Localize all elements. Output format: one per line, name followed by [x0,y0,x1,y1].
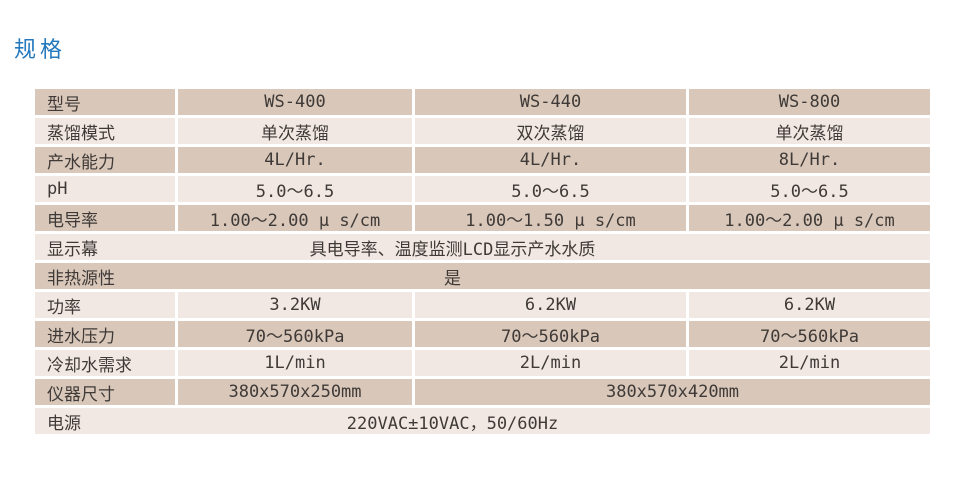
row-label: 电源 [47,413,81,434]
row-label: 产水能力 [35,147,175,173]
cell-value: 8L/Hr. [689,147,930,173]
row-label: 仪器尺寸 [35,379,175,405]
cell-value: 2L/min [415,350,686,376]
table-row-power-supply: 电源 220VAC±10VAC，50/60Hz [35,408,930,434]
row-label: pH [35,176,175,202]
cell-value: 具电导率、温度监测LCD显示产水水质 [309,239,596,260]
cell-value: 双次蒸馏 [415,118,686,144]
cell-value: 单次蒸馏 [689,118,930,144]
table-row-conductivity: 电导率 1.00～2.00 μ s/cm 1.00～1.50 μ s/cm 1.… [35,205,930,231]
cell-value: 70～560kPa [415,321,686,347]
table-row-pyrogen-free: 非热源性 是 [35,263,930,289]
row-label: 显示幕 [47,239,98,260]
cell-value: 1.00～2.00 μ s/cm [689,205,930,231]
cell-value: WS-440 [415,89,686,115]
table-row-model: 型号 WS-400 WS-440 WS-800 [35,89,930,115]
table-row-display: 显示幕 具电导率、温度监测LCD显示产水水质 [35,234,930,260]
cell-value: 220VAC±10VAC，50/60Hz [346,413,559,434]
cell-value: 单次蒸馏 [178,118,412,144]
cell-value: 5.0～6.5 [415,176,686,202]
cell-value: 2L/min [689,350,930,376]
cell-value: 6.2KW [415,292,686,318]
table-row-cooling-water: 冷却水需求 1L/min 2L/min 2L/min [35,350,930,376]
cell-value: 1.00～1.50 μ s/cm [415,205,686,231]
table-row-inlet-pressure: 进水压力 70～560kPa 70～560kPa 70～560kPa [35,321,930,347]
cell-value: 70～560kPa [178,321,412,347]
table-row-power: 功率 3.2KW 6.2KW 6.2KW [35,292,930,318]
cell-value: 380x570x250mm [178,379,412,405]
cell-value: WS-400 [178,89,412,115]
table-row-dimensions: 仪器尺寸 380x570x250mm 380x570x420mm [35,379,930,405]
cell-value: 70～560kPa [689,321,930,347]
row-label: 型号 [35,89,175,115]
cell-value: 4L/Hr. [415,147,686,173]
cell-value: 1L/min [178,350,412,376]
table-row-ph: pH 5.0～6.5 5.0～6.5 5.0～6.5 [35,176,930,202]
page-title: 规格 [14,38,67,63]
row-label: 功率 [35,292,175,318]
cell-value: 5.0～6.5 [689,176,930,202]
span-cell: 电源 220VAC±10VAC，50/60Hz [35,408,930,434]
cell-value: 4L/Hr. [178,147,412,173]
row-label: 冷却水需求 [35,350,175,376]
cell-value: 5.0～6.5 [178,176,412,202]
row-label: 进水压力 [35,321,175,347]
row-label: 非热源性 [47,268,115,289]
span-cell: 非热源性 是 [35,263,930,289]
span-cell: 显示幕 具电导率、温度监测LCD显示产水水质 [35,234,930,260]
row-label: 电导率 [35,205,175,231]
cell-value: 是 [444,268,461,289]
cell-value: 1.00～2.00 μ s/cm [178,205,412,231]
cell-value: WS-800 [689,89,930,115]
table-row-distill-mode: 蒸馏模式 单次蒸馏 双次蒸馏 单次蒸馏 [35,118,930,144]
spec-table: 型号 WS-400 WS-440 WS-800 蒸馏模式 单次蒸馏 双次蒸馏 单… [35,89,930,434]
cell-value: 3.2KW [178,292,412,318]
table-row-output-capacity: 产水能力 4L/Hr. 4L/Hr. 8L/Hr. [35,147,930,173]
cell-value: 380x570x420mm [415,379,930,405]
row-label: 蒸馏模式 [35,118,175,144]
cell-value: 6.2KW [689,292,930,318]
